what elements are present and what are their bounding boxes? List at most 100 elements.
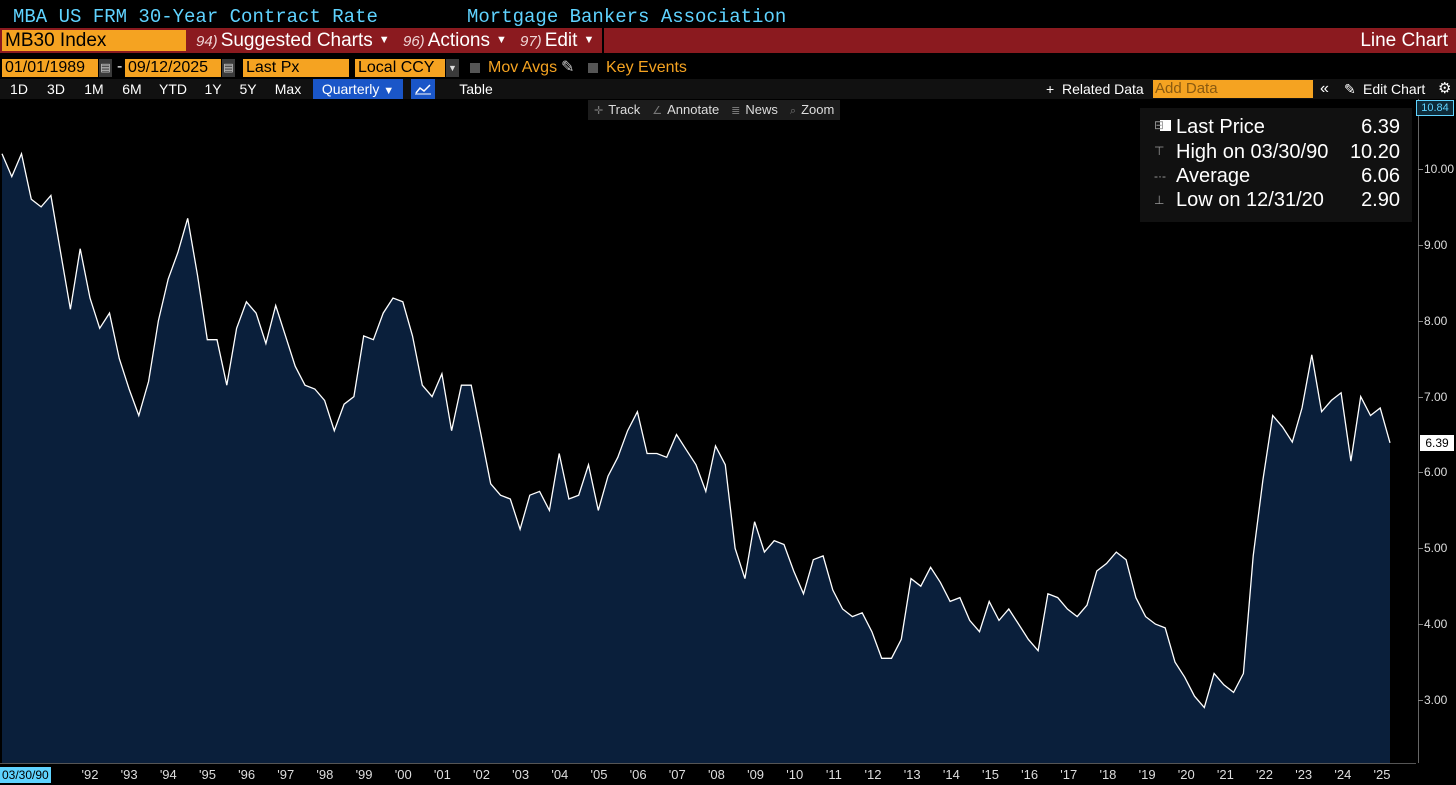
collapse-icon[interactable]: « (1320, 80, 1329, 97)
x-tick-label: '09 (747, 767, 765, 782)
x-tick-label: '03 (512, 767, 530, 782)
x-tick-label: '98 (316, 767, 334, 782)
y-axis (1418, 99, 1456, 763)
zoom-icon: ⌕ (789, 105, 797, 117)
mov-avgs-label[interactable]: Mov Avgs (488, 59, 558, 76)
security-name: MBA US FRM 30-Year Contract Rate (13, 6, 378, 28)
y-tick-mark (1418, 169, 1423, 170)
key-events-checkbox[interactable] (588, 63, 598, 73)
y-tick-mark (1418, 700, 1423, 701)
rate-area-fill (2, 153, 1390, 763)
caret-down-icon: ▼ (378, 34, 390, 47)
edit-number: 97) (520, 33, 542, 50)
period-3d[interactable]: 3D (47, 81, 65, 97)
calendar-icon[interactable]: ▤ (222, 59, 235, 77)
crosshair-icon: ✛ (594, 105, 604, 117)
pencil-icon[interactable]: ✎ (561, 59, 575, 76)
annotate-label: Annotate (667, 102, 720, 117)
annotate-icon: ∠ (652, 105, 663, 117)
last-price-label: Last Price (1176, 116, 1265, 138)
y-tick-mark (1418, 624, 1423, 626)
news-icon: ≣ (731, 105, 741, 117)
start-date-tag: 03/30/90 (0, 767, 51, 783)
pencil-icon[interactable]: ✎ (1344, 81, 1356, 97)
x-tick-label: '93 (120, 767, 138, 782)
x-tick-label: '20 (1177, 767, 1195, 782)
period-6m[interactable]: 6M (122, 81, 142, 97)
x-tick-label: '15 (982, 767, 999, 782)
x-tick-label: '25 (1373, 767, 1391, 782)
x-tick-label: '06 (629, 767, 647, 782)
legend-panel: ⊟ Last Price 6.39 ⊤ High on 03/30/90 10.… (1140, 108, 1412, 222)
y-tick-label: 6.00 (1424, 465, 1448, 480)
edit-button[interactable]: 97) Edit ▼ (514, 28, 605, 53)
table-button[interactable]: Table (459, 81, 493, 97)
main-toolbar: MB30 Index 94) Suggested Charts ▼ 96) Actio… (0, 28, 1456, 53)
y-tick-label: 7.00 (1424, 389, 1448, 404)
mov-avgs-checkbox[interactable] (470, 63, 480, 73)
y-tick-mark (1418, 320, 1423, 322)
average-value: 6.06 (1361, 165, 1400, 187)
x-tick-label: '24 (1334, 767, 1352, 782)
actions-button[interactable]: 96) Actions ▼ (397, 28, 517, 53)
x-tick-label: '13 (903, 767, 921, 782)
x-tick-label: '02 (473, 767, 490, 782)
x-tick-label: '19 (1138, 767, 1156, 782)
price-field-select[interactable]: Last Px (243, 59, 349, 77)
period-1y[interactable]: 1Y (204, 81, 222, 97)
period-1m[interactable]: 1M (84, 81, 104, 97)
period-max[interactable]: Max (274, 81, 302, 97)
x-tick-label: '99 (355, 767, 373, 782)
news-tool[interactable]: ≣ News (725, 100, 784, 120)
y-tick-label: 5.00 (1424, 541, 1448, 556)
x-tick-label: '96 (238, 767, 256, 782)
zoom-tool[interactable]: ⌕ Zoom (784, 100, 840, 120)
average-marker-icon: -·- (1154, 169, 1166, 183)
x-tick-label: '23 (1295, 767, 1313, 782)
gear-icon[interactable]: ⚙ (1438, 80, 1452, 97)
y-tick-label: 8.00 (1424, 313, 1448, 328)
edit-chart-button[interactable]: Edit Chart (1363, 81, 1426, 97)
x-tick-label: '05 (590, 767, 608, 782)
period-1d[interactable]: 1D (10, 81, 28, 97)
actions-number: 96) (403, 33, 425, 50)
plus-icon[interactable]: + (1046, 81, 1055, 97)
period-ytd[interactable]: YTD (159, 81, 187, 97)
x-tick-label: '11 (825, 767, 842, 782)
y-tick-label: 10.00 (1424, 162, 1455, 176)
start-date-input[interactable]: 01/01/1989 (2, 59, 98, 77)
range-dash: - (117, 58, 123, 75)
key-events-label[interactable]: Key Events (606, 59, 687, 76)
low-marker-icon: ⊥ (1154, 193, 1165, 207)
caret-down-icon: ▼ (583, 34, 595, 47)
rate-area-chart[interactable] (0, 99, 1416, 763)
x-tick-label: '10 (786, 767, 804, 782)
y-tick-label: 9.00 (1424, 237, 1448, 252)
line-chart-icon[interactable] (411, 79, 435, 99)
end-date-input[interactable]: 09/12/2025 (125, 59, 221, 77)
frequency-select[interactable]: Quarterly ▼ (313, 79, 403, 99)
max-value-tag: 10.84 (1416, 100, 1454, 116)
y-tick-mark (1418, 396, 1423, 398)
last-value-tag: 6.39 (1420, 435, 1454, 451)
y-tick-mark (1418, 244, 1423, 246)
ticker-input[interactable]: MB30 Index (2, 30, 186, 51)
track-tool[interactable]: ✛ Track (588, 100, 646, 120)
related-data-button[interactable]: Related Data (1062, 81, 1144, 97)
track-label: Track (608, 102, 641, 117)
calendar-icon[interactable]: ▤ (99, 59, 112, 77)
chart-tools: ✛ Track ∠ Annotate ≣ News ⌕ Zoom (588, 100, 841, 120)
suggested-charts-button[interactable]: 94) Suggested Charts ▼ (190, 28, 400, 53)
x-tick-label: '04 (551, 767, 569, 782)
annotate-tool[interactable]: ∠ Annotate (646, 100, 725, 120)
high-marker-icon: ⊤ (1154, 144, 1165, 158)
x-tick-label: '95 (198, 767, 216, 782)
y-tick-mark (1418, 472, 1423, 474)
period-5y[interactable]: 5Y (239, 81, 257, 97)
add-data-input[interactable]: Add Data (1153, 80, 1313, 98)
currency-select[interactable]: Local CCY (355, 59, 445, 77)
source-name: Mortgage Bankers Association (467, 6, 787, 28)
x-tick-label: '08 (707, 767, 725, 782)
series-color-swatch (1160, 120, 1171, 131)
chevron-down-icon[interactable]: ▼ (446, 59, 459, 77)
